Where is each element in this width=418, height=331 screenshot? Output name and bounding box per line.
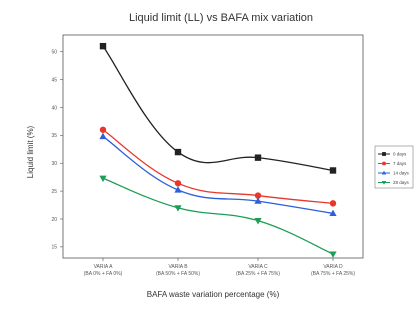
legend-label: 14 days [393,171,410,176]
x-tick-sublabel: (BA 0% + FA 0%) [84,271,123,277]
plot-frame [62,34,364,259]
y-tick-label: 45 [51,77,57,83]
legend-marker [381,180,387,185]
y-tick-label: 15 [51,245,57,251]
data-point [254,154,262,161]
data-point [254,192,262,199]
legend-marker [381,170,387,175]
y-tick-label: 20 [51,217,57,223]
series-line [102,129,334,205]
x-tick-label: VARIA D [323,264,343,270]
data-point [329,209,337,216]
x-tick-label: VARIA A [94,264,113,270]
y-tick-label: 30 [51,161,57,167]
data-point [329,167,337,174]
data-point [174,180,182,187]
data-point [99,132,107,140]
series-0 [99,42,337,174]
data-point [99,126,107,133]
x-tick-sublabel: (BA 75% + FA 25%) [311,271,355,277]
data-point [99,42,107,50]
series-3 [99,175,337,258]
y-axis: 50 45 40 35 30 25 20 15 [51,50,63,251]
y-tick-label: 50 [51,50,57,56]
series-2 [99,132,337,216]
legend-label: 28 days [393,180,410,185]
legend-marker [382,152,386,156]
x-axis-title: BAFA waste variation percentage (%) [147,290,280,299]
data-point [99,175,107,183]
data-point [329,251,337,258]
y-axis-title: Liquid limit (%) [26,125,35,178]
chart-title: Liquid limit (LL) vs BAFA mix variation [129,12,313,24]
series-layer [99,42,337,258]
y-tick-label: 40 [51,105,57,111]
series-line [102,45,334,172]
y-tick-label: 35 [51,133,57,139]
series-1 [99,126,337,207]
legend-box [374,145,414,189]
data-point [254,197,262,204]
legend-label: 7 days [393,161,407,166]
x-tick-label: VARIA B [168,264,188,270]
x-axis: VARIA A(BA 0% + FA 0%) VARIA B(BA 50% + F… [84,258,355,277]
x-tick-label: VARIA C [248,264,268,270]
data-point [174,148,182,156]
legend-label: 0 days [393,152,407,157]
data-point [174,186,182,193]
series-line [102,135,334,215]
x-tick-sublabel: (BA 25% + FA 75%) [236,271,280,277]
plot-area [62,34,364,259]
y-tick-label: 25 [51,189,57,195]
series-line [102,177,334,255]
data-point [254,218,262,225]
legend: 0 days 7 days 14 days 28 days [374,145,414,189]
legend-marker [382,161,386,166]
data-point [329,200,337,207]
data-point [174,205,182,212]
x-tick-sublabel: (BA 50% + FA 50%) [156,271,200,277]
